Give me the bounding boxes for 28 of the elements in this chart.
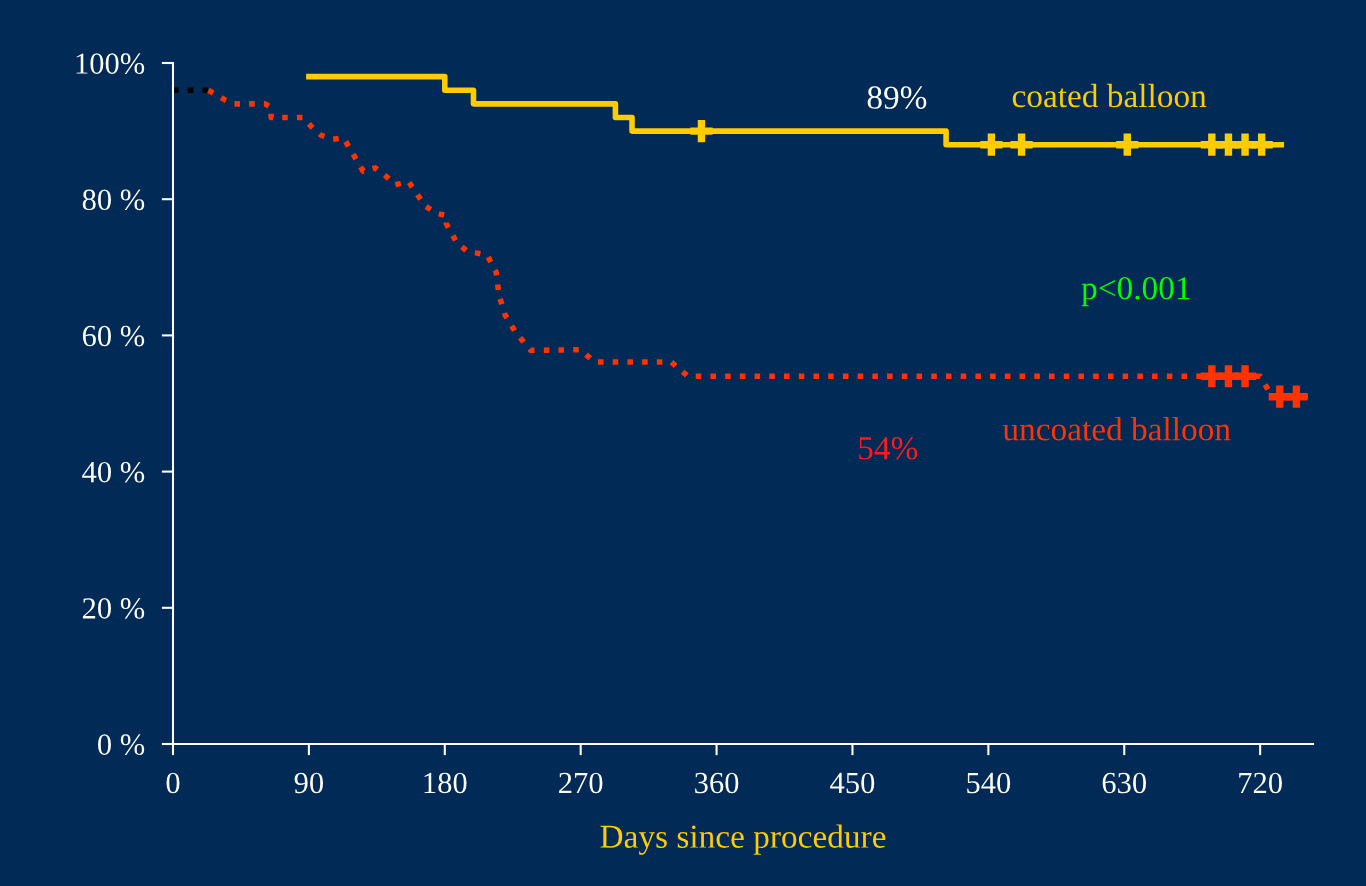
x-tick-label: 540: [967, 772, 1011, 794]
series-label: uncoated balloon: [1002, 417, 1231, 441]
x-tick-label: 360: [695, 772, 739, 794]
y-tick-label: 60 %: [82, 325, 145, 347]
x-tick-label: 630: [1102, 772, 1147, 794]
x-tick-label: 180: [424, 772, 467, 794]
x-tick-label: 270: [559, 772, 603, 794]
point: [1285, 385, 1308, 408]
point: [690, 119, 713, 143]
x-axis-title: Days since procedure: [600, 824, 886, 855]
point: [1116, 133, 1139, 156]
point: [1250, 133, 1273, 156]
y-tick-label: 20 %: [82, 598, 145, 619]
point: [980, 133, 1003, 156]
x-tick-label: 90: [294, 772, 324, 794]
y-tick-label: 80 %: [82, 189, 145, 211]
x-tick-label: 450: [830, 772, 875, 794]
annotation: 89%: [867, 86, 927, 109]
annotation: p<0.001: [1081, 276, 1190, 307]
y-tick-label: 100%: [76, 53, 145, 74]
y-tick-label: 0 %: [98, 734, 145, 755]
series-label: coated balloon: [1012, 83, 1207, 108]
x-tick-label: 720: [1239, 772, 1282, 794]
point: [1233, 365, 1257, 388]
annotation: 54%: [859, 437, 918, 460]
y-tick-label: 40 %: [82, 461, 145, 483]
point: [1010, 133, 1033, 156]
x-tick-label: 0: [166, 772, 180, 794]
